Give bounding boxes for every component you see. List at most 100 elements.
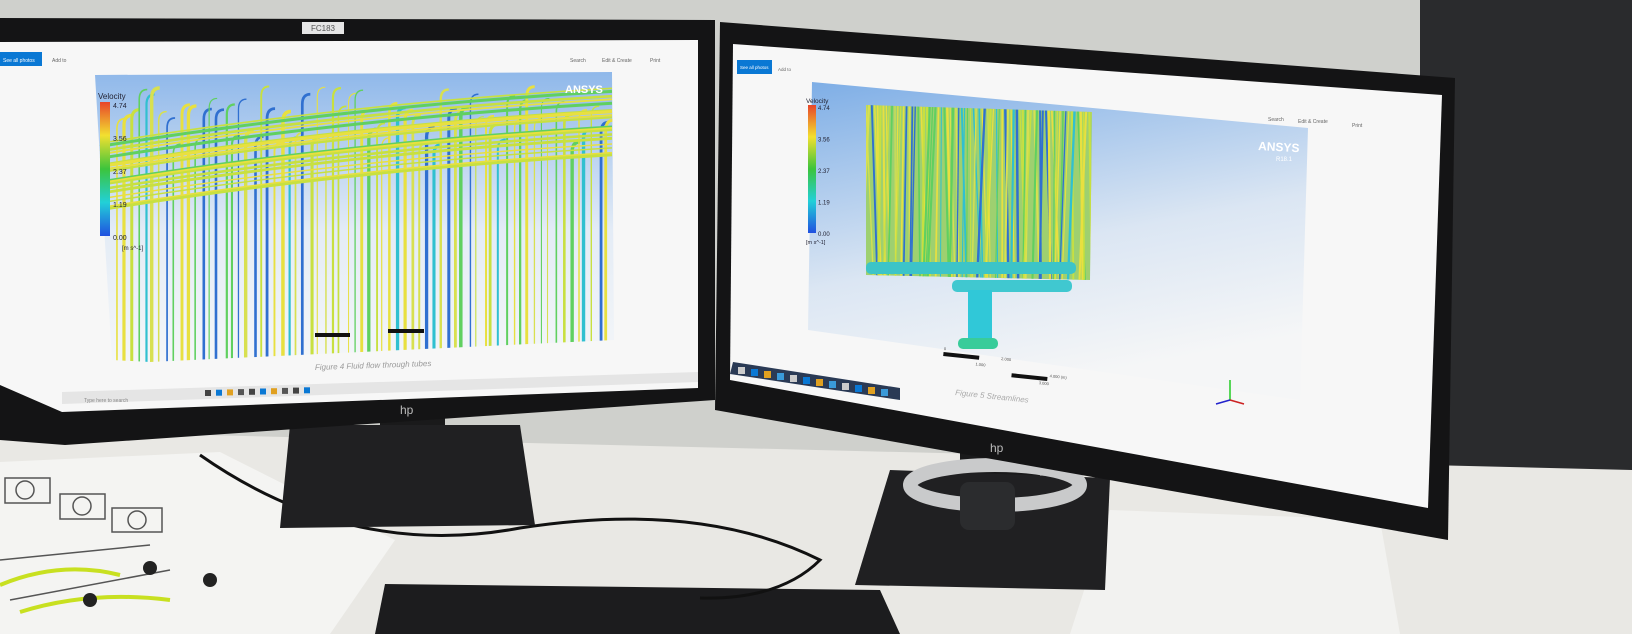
streamline [1022,105,1033,280]
taskbar-app-icon[interactable] [304,387,310,394]
streamline [99,153,613,212]
streamline [894,105,902,280]
streamline [882,105,890,280]
left-legend-unit: [m s^-1] [122,246,143,252]
streamline [99,114,613,172]
streamline [354,89,364,362]
left-legend-title: Velocity [98,92,126,101]
taskbar-app-icon[interactable] [271,388,277,395]
taskbar-app-icon[interactable] [790,375,797,382]
streamline [1059,105,1067,280]
streamline [943,105,950,280]
streamline [925,105,934,280]
taskbar-app-icon[interactable] [881,389,888,396]
left-add-to-button[interactable]: Add to [52,58,67,64]
right-legend-title: Velocity [806,98,829,105]
taskbar-app-icon[interactable] [803,377,810,384]
streamline [948,105,955,280]
right-legend-unit: [m s^-1] [806,240,826,246]
left-legend-tick: 0.00 [113,235,127,242]
taskbar-app-icon[interactable] [777,373,784,380]
left-legend-tick: 4.74 [113,103,127,110]
streamline [1031,105,1039,280]
right-search-button[interactable]: Search [1268,117,1284,123]
right-add-to-button[interactable]: Add to [778,67,792,72]
left-edit-create-button[interactable]: Edit & Create [602,58,632,64]
streamline [1078,105,1088,280]
streamline [99,89,613,148]
streamline [202,107,212,362]
taskbar-app-icon[interactable] [816,379,823,386]
streamline [99,109,613,169]
streamline [972,105,982,280]
left-legend-tick: 3.56 [113,136,127,143]
taskbar-app-icon[interactable] [751,369,758,376]
streamline [214,108,225,362]
left-see-all-photos-button[interactable] [0,52,42,66]
left-search-button[interactable]: Search [570,58,586,64]
left-hp-logo: hp [400,403,414,417]
right-hp-logo: hp [990,441,1004,455]
taskbar-app-icon[interactable] [738,367,745,374]
right-print-button[interactable]: Print [1352,123,1363,129]
left-taskbar-search[interactable]: Type here to search [84,398,128,404]
taskbar-app-icon[interactable] [293,387,299,394]
streamline [99,116,613,174]
scale-label: 3.000 [1039,380,1050,386]
streamline [975,105,987,280]
taskbar-app-icon[interactable] [260,388,266,395]
scale-label: 2.000 [1001,356,1012,362]
taskbar-app-icon[interactable] [282,387,288,394]
taskbar-app-icon[interactable] [855,385,862,392]
taskbar-app-icon[interactable] [764,371,771,378]
taskbar-app-icon[interactable] [238,389,244,396]
streamline [1071,105,1075,280]
right-streamlines [866,105,1092,280]
streamline [985,105,995,280]
streamline [1015,105,1020,280]
left-stand-base [280,425,535,528]
streamline [116,117,126,362]
paper-dots [83,561,217,607]
right-outlet-header [952,280,1072,292]
right-velocity-legend-bar [808,105,816,233]
right-legend-tick: 3.56 [818,138,830,144]
right-legend-tick: 2.37 [818,169,830,175]
paper-sketches [0,477,171,601]
streamline [910,105,916,280]
streamline [130,108,140,362]
streamline [186,104,197,362]
streamline [956,105,960,280]
streamline [316,86,326,362]
streamline [870,105,879,280]
right-edit-create-button[interactable]: Edit & Create [1298,119,1328,125]
taskbar-app-icon[interactable] [227,389,233,396]
streamline [866,105,871,280]
streamline [300,92,311,362]
left-legend-tick: 2.37 [113,169,127,176]
streamline [439,88,449,362]
streamline [1061,105,1070,280]
taskbar-app-icon[interactable] [842,383,849,390]
streamline [966,105,969,280]
streamline [960,105,968,280]
streamline [208,97,218,362]
streamline [99,147,613,204]
taskbar-app-icon[interactable] [205,390,211,396]
taskbar-app-icon[interactable] [216,389,222,396]
streamline [331,87,342,362]
taskbar-app-icon[interactable] [829,381,836,388]
taskbar-app-icon[interactable] [249,388,255,395]
left-print-button[interactable]: Print [650,58,661,64]
streamline [150,86,160,362]
right-see-all-photos-button[interactable] [737,60,772,74]
streamline [237,98,247,362]
streamline [961,105,966,280]
streamline [166,117,176,362]
keyboard [375,584,900,634]
right-stem-pipe [968,290,992,342]
streamline [1003,105,1010,280]
streamline [99,127,613,185]
taskbar-app-icon[interactable] [868,387,875,394]
